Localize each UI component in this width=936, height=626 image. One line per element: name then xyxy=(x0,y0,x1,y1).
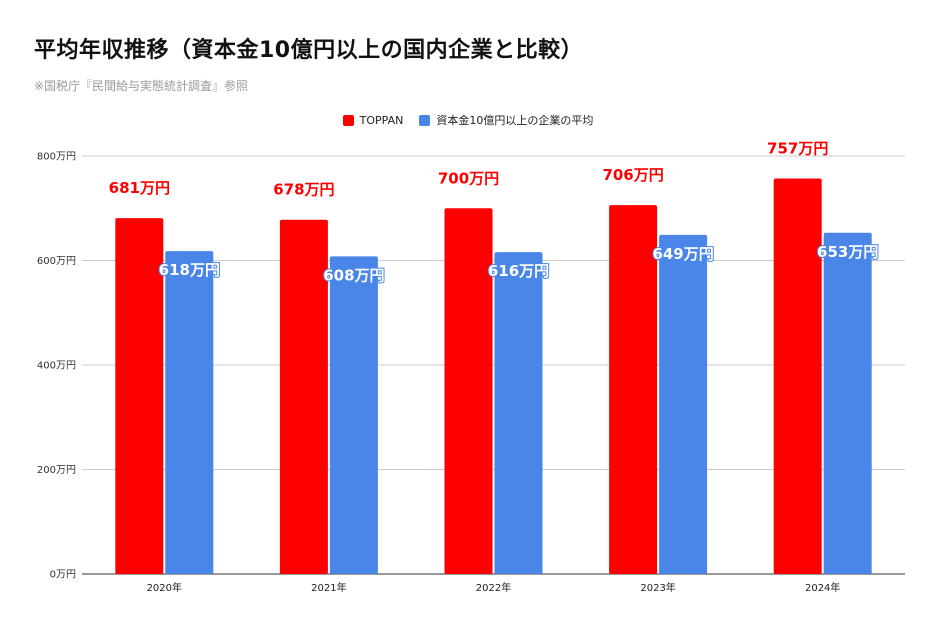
legend-label-series-2: 資本金10億円以上の企業の平均 xyxy=(436,114,594,127)
bar-series-2 xyxy=(823,232,872,574)
data-label-series-1: 678万円 xyxy=(273,181,334,199)
x-tick-label: 2023年 xyxy=(640,581,675,594)
bar-series-1 xyxy=(444,208,493,574)
bar-series-2 xyxy=(659,234,708,574)
data-label-series-1: 706万円 xyxy=(602,166,663,184)
bar-series-1 xyxy=(609,205,658,575)
x-tick-label: 2021年 xyxy=(311,581,346,594)
data-label-series-1: 757万円 xyxy=(767,139,828,157)
bar-series-1 xyxy=(279,219,328,574)
data-label-series-2: 649万円 xyxy=(652,245,713,263)
data-label-series-2: 618万円 xyxy=(159,261,220,279)
legend-swatch-series-2 xyxy=(419,114,431,126)
y-tick-label: 600万円 xyxy=(37,256,76,267)
legend: TOPPAN 資本金10億円以上の企業の平均 xyxy=(0,112,936,128)
data-label-series-1: 681万円 xyxy=(109,179,170,197)
x-tick-label: 2022年 xyxy=(476,581,511,594)
legend-label-series-1: TOPPAN xyxy=(359,113,404,127)
bar-series-2 xyxy=(165,251,214,574)
chart-subtitle: ※国税庁『民間給与実態統計調査』参照 xyxy=(34,79,249,93)
y-tick-label: 800万円 xyxy=(37,152,76,163)
x-tick-label: 2020年 xyxy=(147,581,182,594)
bar-series-2 xyxy=(494,252,543,574)
y-tick-label: 400万円 xyxy=(37,361,76,372)
x-tick-label: 2024年 xyxy=(805,581,840,594)
bar-series-2 xyxy=(329,256,378,574)
bar-series-1 xyxy=(115,218,164,575)
bar-series-1 xyxy=(773,178,822,574)
data-label-series-1: 700万円 xyxy=(438,169,499,187)
legend-swatch-series-1 xyxy=(342,114,354,126)
y-tick-label: 200万円 xyxy=(37,465,76,476)
legend-item-series-2: 資本金10億円以上の企業の平均 xyxy=(419,112,593,128)
data-label-series-2: 653万円 xyxy=(817,243,878,261)
legend-item-series-1: TOPPAN xyxy=(342,112,404,128)
data-label-series-2: 608万円 xyxy=(323,266,384,284)
chart-title: 平均年収推移（資本金10億円以上の国内企業と比較） xyxy=(34,38,584,63)
y-tick-label: 0万円 xyxy=(50,570,76,581)
data-label-series-2: 616万円 xyxy=(488,262,549,280)
